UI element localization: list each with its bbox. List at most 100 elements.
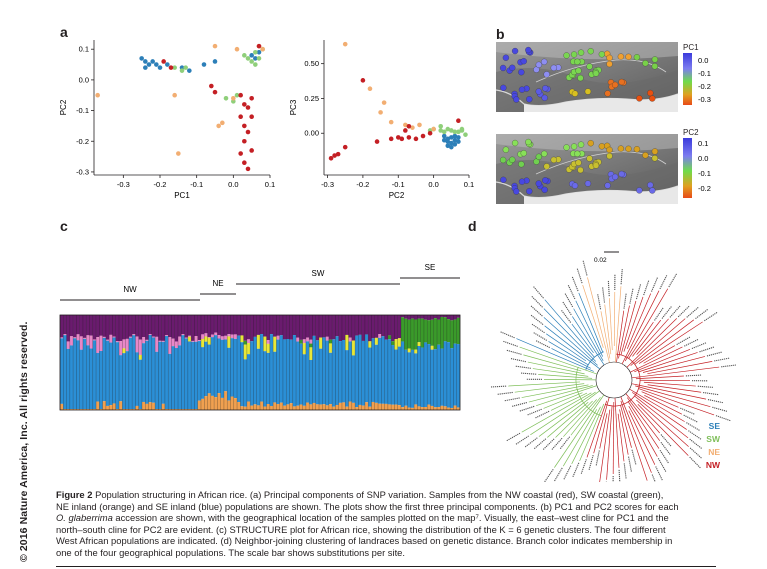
tree-tip-label: [688, 430, 702, 441]
structure-bar-segment: [417, 315, 421, 319]
structure-bar-segment: [427, 404, 431, 410]
tree-branch: [571, 323, 594, 354]
structure-bar-segment: [69, 345, 74, 410]
map-sample-point: [541, 186, 548, 193]
tree-tip-label: [580, 459, 587, 475]
x-tick-label: 0.0: [228, 180, 238, 189]
structure-bar-segment: [315, 315, 320, 341]
structure-bar-segment: [279, 402, 284, 410]
structure-bar-segment: [364, 402, 369, 410]
tree-tip-label: [526, 408, 542, 416]
tree-tip-label: [691, 342, 707, 350]
structure-bar-segment: [138, 409, 143, 410]
scatter-point: [245, 129, 251, 135]
structure-bar-segment: [217, 338, 221, 394]
structure-bar-segment: [220, 336, 225, 340]
scatter-point: [360, 78, 366, 83]
map-sample-point: [513, 188, 520, 195]
structure-bar-segment: [394, 404, 398, 410]
structure-bar-segment: [289, 315, 293, 340]
structure-bar-segment: [325, 336, 330, 341]
structure-bar-segment: [400, 341, 405, 408]
structure-bar-segment: [223, 335, 228, 340]
tree-tip-label: [685, 374, 702, 377]
map-sample-point: [542, 177, 549, 184]
map-sample-point: [611, 173, 619, 181]
structure-bar-segment: [351, 315, 356, 341]
structure-bar-segment: [155, 351, 159, 410]
tree-branch: [575, 300, 604, 357]
scatter-point: [249, 114, 254, 120]
structure-bar-segment: [112, 336, 116, 338]
structure-bar-segment: [128, 315, 133, 337]
tree-tip-label: [490, 385, 507, 388]
scatter-point: [456, 139, 461, 144]
tree-tip-label: [657, 458, 667, 473]
map-sample-point: [636, 95, 643, 102]
y-tick-label: 0.1: [79, 45, 89, 54]
map-sample-point: [526, 96, 533, 103]
structure-bar-segment: [82, 409, 87, 410]
structure-bar-segment: [148, 334, 152, 403]
structure-bar-segment: [164, 409, 169, 410]
structure-bar-segment: [243, 406, 248, 410]
map-sample-point: [649, 95, 656, 102]
tree-branch: [628, 405, 658, 457]
structure-bar-segment: [423, 407, 428, 410]
structure-bar-segment: [220, 397, 225, 410]
structure-bar-segment: [440, 348, 444, 406]
scatter-point: [212, 43, 218, 49]
structure-bar-segment: [214, 332, 218, 336]
structure-bar-segment: [414, 353, 418, 405]
map-sample-point: [535, 180, 542, 187]
figure-caption: Figure 2 Population structuring in Afric…: [56, 489, 716, 559]
structure-bar-segment: [286, 404, 290, 410]
structure-bar-segment: [194, 341, 198, 410]
tree-tip-label: [553, 467, 563, 482]
scatter-point: [172, 65, 177, 70]
structure-bar-segment: [427, 315, 431, 321]
structure-bar-segment: [207, 337, 211, 345]
structure-bar-segment: [282, 315, 287, 340]
scatter-point: [253, 62, 258, 67]
map-sample-point: [499, 156, 507, 164]
tree-branch: [626, 293, 652, 349]
tree-tip-label: [559, 436, 571, 450]
tree-branch: [538, 390, 600, 437]
structure-bar-segment: [325, 340, 330, 406]
structure-bar-segment: [263, 406, 267, 410]
tree-tip-label: [515, 435, 530, 446]
map-sample-point: [625, 53, 632, 60]
structure-group-labels: NW NE SW SE: [60, 263, 460, 301]
map-sample-point: [651, 63, 658, 70]
structure-bar-segment: [312, 402, 316, 410]
structure-bar-segment: [345, 334, 349, 351]
structure-bar-segment: [141, 343, 146, 402]
scatter-point: [445, 139, 451, 144]
structure-bar-segment: [73, 337, 77, 339]
map-sample-point: [618, 78, 625, 86]
map-sample-point: [592, 70, 600, 77]
structure-bar-segment: [341, 339, 346, 403]
structure-bar-segment: [440, 316, 444, 349]
tree-tip-label: [668, 272, 678, 288]
structure-bar-segment: [227, 400, 231, 410]
tree-legend-item: SW: [706, 434, 721, 444]
tree-tip-label: [703, 391, 720, 396]
structure-bar-segment: [332, 315, 336, 340]
tree-branch: [543, 308, 597, 362]
tree-tip-label: [576, 267, 583, 284]
structure-bar-segment: [86, 345, 90, 410]
structure-bar-segment: [433, 407, 438, 410]
structure-bar-segment: [168, 337, 172, 354]
structure-bar-segment: [279, 315, 284, 336]
caption-title: Population structuring in African rice.: [95, 489, 248, 500]
map-sample-point: [651, 56, 659, 63]
structure-bar-segment: [296, 405, 300, 410]
structure-bar-segment: [430, 315, 434, 320]
structure-bar-segment: [358, 404, 362, 410]
structure-bar-segment: [404, 349, 408, 406]
scatter-point: [234, 46, 240, 52]
structure-bar-segment: [115, 315, 120, 342]
tree-tip-label: [623, 463, 627, 480]
